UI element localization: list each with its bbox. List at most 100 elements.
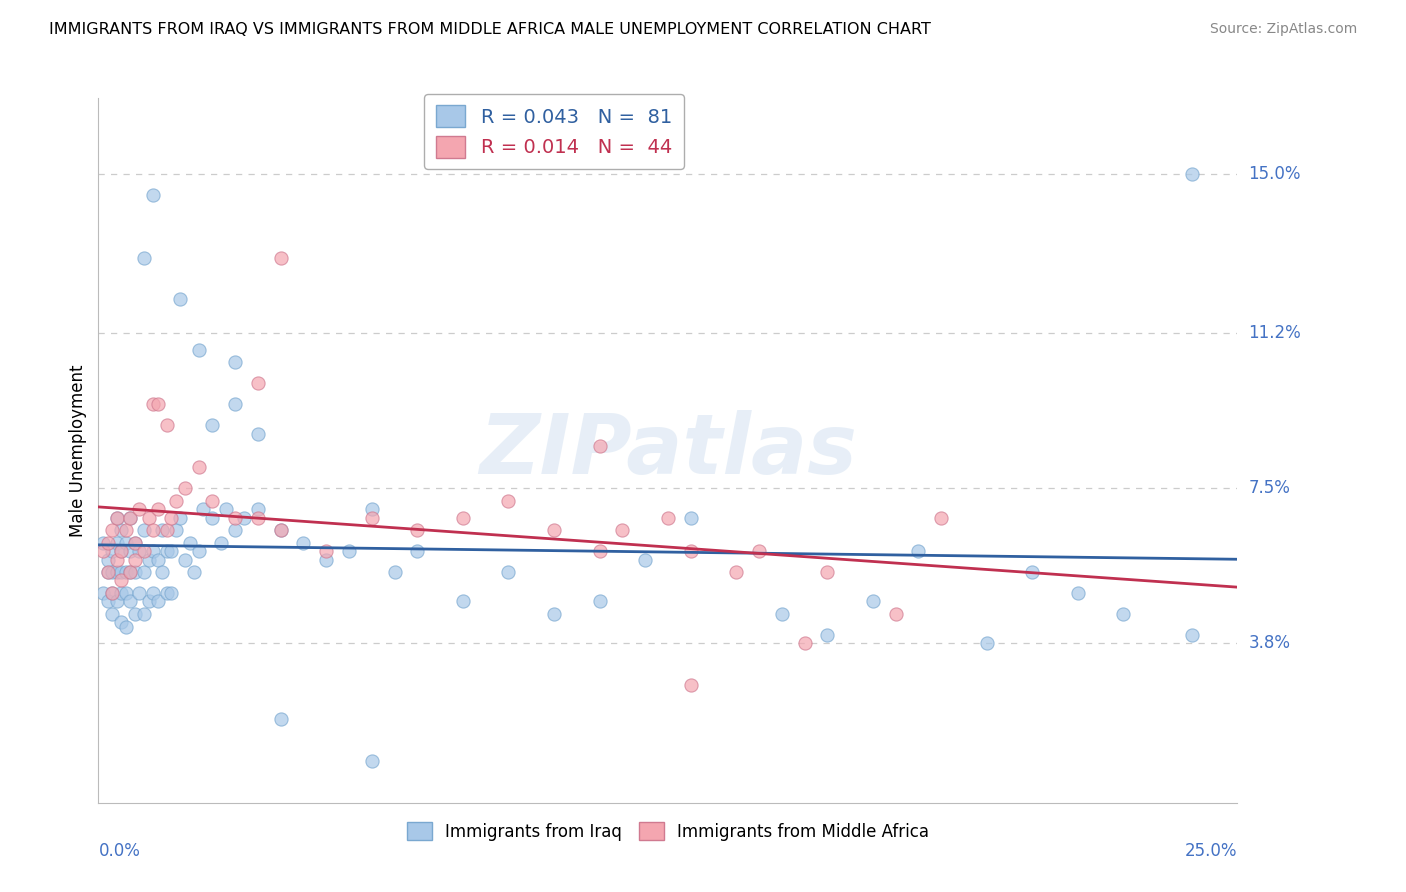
Text: 15.0%: 15.0%	[1249, 165, 1301, 183]
Point	[634, 552, 657, 566]
Point	[110, 544, 132, 558]
Point	[146, 594, 169, 608]
Point	[862, 594, 884, 608]
Point	[120, 510, 142, 524]
Point	[1021, 565, 1043, 579]
Point	[124, 552, 146, 566]
Point	[209, 535, 232, 549]
Point	[193, 502, 215, 516]
Point	[657, 510, 679, 524]
Point	[1181, 167, 1204, 181]
Point	[114, 523, 136, 537]
Point	[884, 607, 907, 621]
Point	[169, 293, 191, 307]
Point	[110, 574, 132, 588]
Point	[815, 628, 838, 642]
Point	[120, 544, 142, 558]
Point	[101, 565, 124, 579]
Point	[124, 607, 146, 621]
Point	[128, 586, 150, 600]
Point	[451, 510, 474, 524]
Text: 11.2%: 11.2%	[1249, 324, 1301, 342]
Point	[174, 552, 197, 566]
Point	[929, 510, 952, 524]
Point	[142, 187, 165, 202]
Point	[105, 510, 128, 524]
Point	[120, 565, 142, 579]
Legend: Immigrants from Iraq, Immigrants from Middle Africa: Immigrants from Iraq, Immigrants from Mi…	[401, 815, 935, 847]
Point	[679, 510, 702, 524]
Point	[246, 376, 269, 391]
Point	[183, 565, 205, 579]
Point	[224, 397, 246, 411]
Point	[292, 535, 315, 549]
Point	[132, 523, 155, 537]
Point	[132, 544, 155, 558]
Point	[110, 523, 132, 537]
Point	[96, 552, 118, 566]
Point	[612, 523, 634, 537]
Point	[114, 620, 136, 634]
Point	[132, 607, 155, 621]
Point	[246, 510, 269, 524]
Point	[907, 544, 929, 558]
Point	[124, 535, 146, 549]
Point	[543, 523, 565, 537]
Point	[105, 565, 128, 579]
Point	[110, 615, 132, 630]
Point	[101, 523, 124, 537]
Point	[169, 510, 191, 524]
Point	[1067, 586, 1090, 600]
Point	[1181, 628, 1204, 642]
Text: ZIPatlas: ZIPatlas	[479, 410, 856, 491]
Point	[679, 544, 702, 558]
Point	[124, 565, 146, 579]
Point	[120, 510, 142, 524]
Point	[187, 343, 209, 357]
Text: 0.0%: 0.0%	[98, 842, 141, 860]
Point	[976, 636, 998, 650]
Point	[748, 544, 770, 558]
Point	[315, 552, 337, 566]
Point	[101, 544, 124, 558]
Point	[105, 535, 128, 549]
Point	[187, 460, 209, 475]
Point	[105, 552, 128, 566]
Point	[498, 565, 520, 579]
Point	[91, 535, 114, 549]
Point	[770, 607, 793, 621]
Point	[110, 544, 132, 558]
Point	[201, 493, 224, 508]
Point	[360, 510, 382, 524]
Point	[815, 565, 838, 579]
Point	[142, 397, 165, 411]
Text: 3.8%: 3.8%	[1249, 634, 1291, 652]
Point	[138, 594, 160, 608]
Point	[120, 594, 142, 608]
Y-axis label: Male Unemployment: Male Unemployment	[69, 364, 87, 537]
Point	[337, 544, 360, 558]
Point	[246, 426, 269, 441]
Point	[588, 439, 610, 453]
Point	[224, 355, 246, 369]
Point	[187, 544, 209, 558]
Point	[96, 594, 118, 608]
Point	[1112, 607, 1135, 621]
Point	[146, 552, 169, 566]
Point	[498, 493, 520, 508]
Point	[451, 594, 474, 608]
Point	[138, 552, 160, 566]
Point	[174, 481, 197, 495]
Point	[270, 523, 292, 537]
Point	[246, 502, 269, 516]
Point	[156, 418, 179, 433]
Point	[114, 535, 136, 549]
Point	[165, 493, 187, 508]
Point	[128, 544, 150, 558]
Text: 7.5%: 7.5%	[1249, 479, 1291, 497]
Point	[156, 523, 179, 537]
Point	[120, 565, 142, 579]
Point	[165, 523, 187, 537]
Point	[270, 523, 292, 537]
Point	[384, 565, 406, 579]
